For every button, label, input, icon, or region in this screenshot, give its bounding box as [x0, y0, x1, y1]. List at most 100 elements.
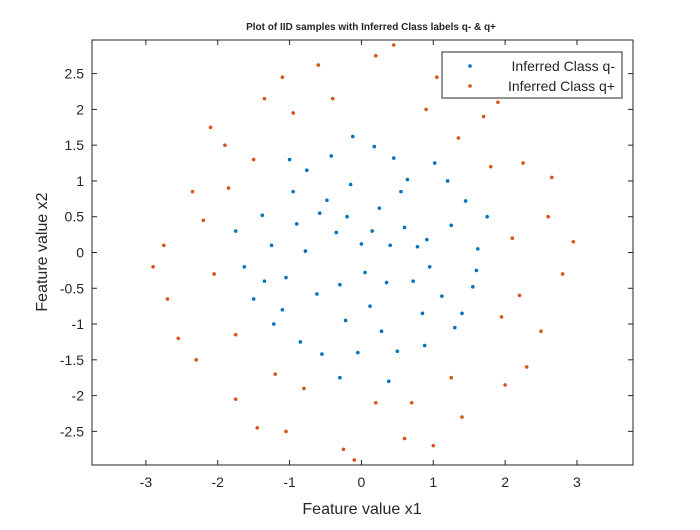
point-q-minus-8	[305, 168, 309, 173]
x-tick-label-1: -2	[212, 474, 225, 490]
point-q-plus-18	[402, 436, 407, 441]
plot-area	[92, 40, 633, 465]
point-q-plus-5	[223, 143, 227, 147]
point-q-plus-40	[449, 375, 454, 380]
point-q-minus-21	[377, 206, 382, 210]
point-q-plus-34	[488, 164, 493, 169]
legend-label-q-minus: Inferred Class q-	[512, 58, 616, 74]
point-q-plus-23	[208, 125, 213, 130]
point-q-plus-16	[460, 415, 464, 419]
point-q-minus-40	[348, 182, 353, 187]
point-q-minus-38	[329, 154, 334, 158]
point-q-minus-43	[485, 214, 489, 219]
point-q-minus-18	[242, 265, 247, 269]
x-axis-title: Feature value x1	[302, 501, 421, 518]
point-q-plus-46	[517, 293, 522, 298]
y-tick-label-3: -1	[72, 316, 85, 332]
point-q-minus-20	[294, 222, 299, 226]
point-q-plus-0	[373, 53, 378, 58]
point-q-plus-4	[481, 114, 486, 119]
point-q-plus-22	[496, 100, 500, 105]
legend-marker-q-plus	[468, 84, 472, 88]
point-q-plus-9	[162, 243, 166, 248]
chart-title: Plot of IID samples with Inferred Class …	[246, 22, 496, 33]
point-q-plus-38	[499, 315, 504, 319]
point-q-minus-24	[315, 292, 319, 296]
y-tick-label-1: -2	[72, 388, 85, 404]
y-tick-label-7: 1	[76, 173, 84, 189]
point-q-minus-13	[453, 325, 457, 330]
point-q-minus-51	[317, 211, 322, 215]
point-q-minus-32	[415, 244, 420, 249]
point-q-plus-49	[273, 372, 278, 376]
y-tick-label-5: 0	[76, 245, 84, 261]
x-tick-label-4: 1	[429, 474, 437, 490]
point-q-minus-23	[402, 225, 407, 230]
point-q-minus-50	[445, 179, 450, 183]
point-q-minus-12	[260, 213, 265, 218]
point-q-plus-10	[560, 272, 565, 276]
point-q-minus-56	[474, 268, 479, 273]
point-q-plus-31	[352, 458, 357, 462]
point-q-plus-20	[391, 43, 396, 47]
point-q-plus-33	[291, 111, 295, 115]
point-q-plus-8	[546, 214, 551, 219]
point-q-minus-33	[303, 249, 308, 253]
point-q-plus-48	[409, 400, 414, 405]
plot-box	[91, 39, 634, 466]
point-q-minus-27	[287, 157, 292, 162]
points-layer	[151, 43, 576, 462]
point-q-plus-25	[151, 265, 155, 269]
y-tick-label-6: 0.5	[65, 209, 85, 225]
x-tick-label-0: -3	[140, 474, 153, 490]
point-q-plus-2	[435, 75, 439, 80]
point-q-plus-19	[341, 447, 346, 452]
point-q-minus-46	[298, 340, 303, 344]
x-tick-label-3: 0	[358, 474, 366, 490]
point-q-minus-22	[334, 230, 339, 235]
point-q-minus-35	[449, 223, 454, 228]
point-q-minus-15	[395, 349, 400, 354]
point-q-minus-9	[372, 144, 377, 149]
point-q-minus-3	[425, 237, 429, 242]
point-q-minus-19	[420, 311, 425, 316]
legend-label-q-plus: Inferred Class q+	[508, 78, 615, 94]
point-q-minus-26	[432, 161, 437, 165]
point-q-minus-29	[251, 297, 256, 301]
point-q-minus-16	[320, 352, 324, 356]
point-q-plus-39	[233, 332, 238, 337]
point-q-minus-48	[338, 282, 342, 287]
point-q-minus-0	[359, 242, 364, 246]
point-q-minus-55	[262, 279, 267, 283]
point-q-minus-39	[411, 279, 415, 283]
point-q-minus-52	[370, 229, 375, 233]
point-q-minus-58	[388, 243, 392, 248]
y-tick-label-4: -0.5	[60, 280, 84, 296]
point-q-minus-10	[351, 134, 355, 139]
y-tick-label-9: 2	[76, 101, 84, 117]
point-q-minus-59	[345, 214, 349, 219]
point-q-plus-21	[280, 75, 285, 80]
point-q-minus-25	[368, 304, 372, 308]
point-q-plus-3	[262, 96, 267, 101]
point-q-plus-11	[165, 297, 170, 301]
point-q-minus-5	[440, 294, 444, 298]
legend-box	[441, 51, 623, 99]
y-tick-label-8: 1.5	[65, 137, 85, 153]
x-tick-label-6: 3	[573, 474, 581, 490]
point-q-plus-28	[524, 365, 529, 369]
point-q-plus-12	[539, 329, 543, 334]
x-tick-label-5: 2	[501, 474, 509, 490]
point-q-plus-47	[201, 218, 206, 223]
point-q-plus-6	[521, 161, 525, 165]
point-q-minus-31	[338, 375, 342, 380]
point-q-minus-54	[422, 343, 427, 348]
point-q-minus-47	[460, 311, 464, 316]
point-q-plus-24	[550, 175, 554, 180]
point-q-minus-7	[405, 177, 410, 182]
point-q-minus-57	[291, 189, 295, 194]
point-q-minus-11	[463, 199, 468, 203]
point-q-minus-37	[391, 156, 396, 160]
point-q-minus-14	[271, 322, 276, 326]
point-q-minus-45	[379, 329, 384, 334]
